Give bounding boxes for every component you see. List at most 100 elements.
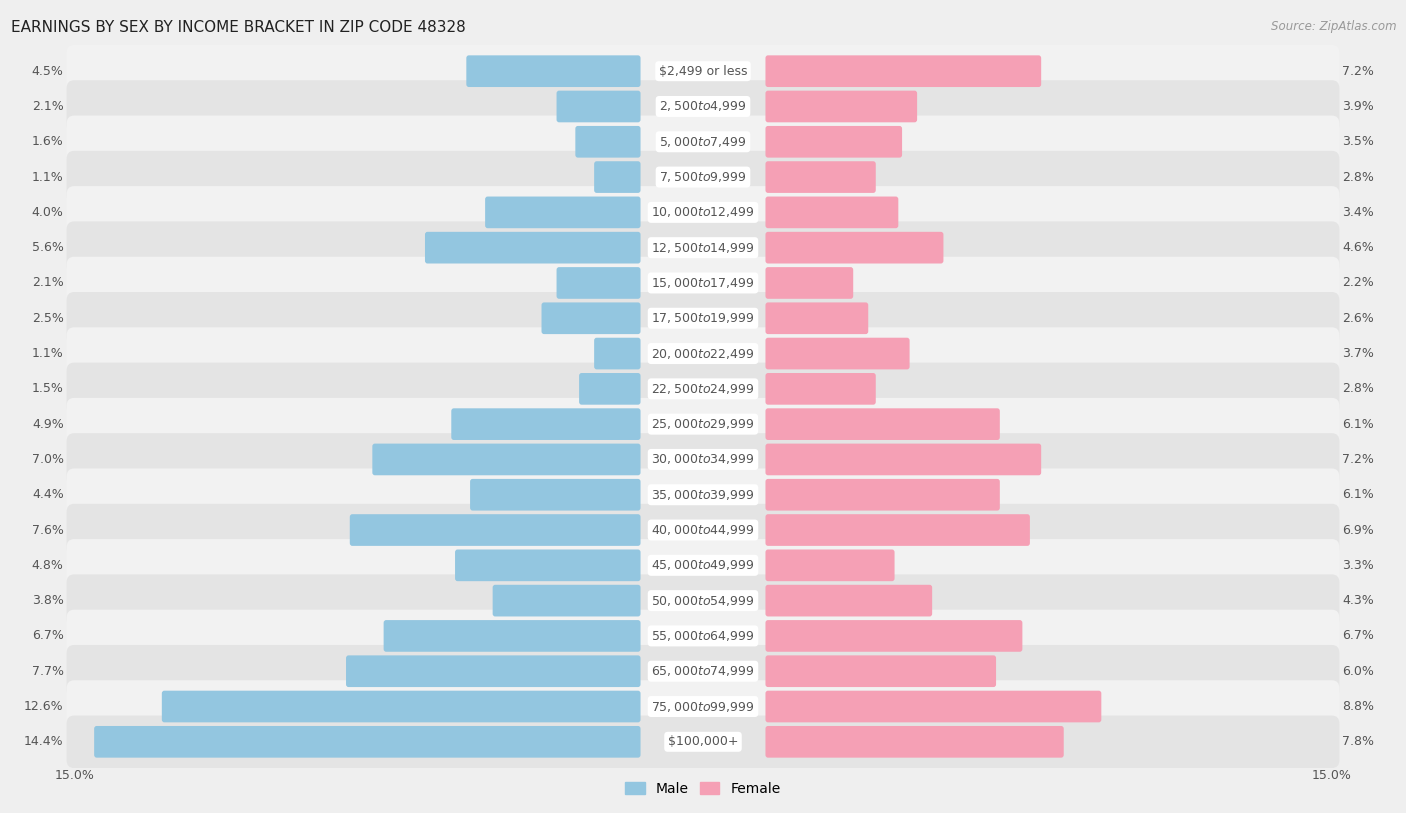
Text: 4.6%: 4.6% xyxy=(1343,241,1374,254)
Text: 2.8%: 2.8% xyxy=(1343,171,1374,184)
Text: 2.8%: 2.8% xyxy=(1343,382,1374,395)
Legend: Male, Female: Male, Female xyxy=(620,776,786,801)
FancyBboxPatch shape xyxy=(492,585,641,616)
FancyBboxPatch shape xyxy=(765,373,876,405)
FancyBboxPatch shape xyxy=(595,337,641,369)
FancyBboxPatch shape xyxy=(765,90,917,122)
Text: 1.1%: 1.1% xyxy=(32,171,63,184)
FancyBboxPatch shape xyxy=(66,645,1340,698)
Text: 3.4%: 3.4% xyxy=(1343,206,1374,219)
Text: 3.8%: 3.8% xyxy=(32,594,63,607)
FancyBboxPatch shape xyxy=(765,267,853,299)
Text: $20,000 to $22,499: $20,000 to $22,499 xyxy=(651,346,755,360)
FancyBboxPatch shape xyxy=(765,691,1101,723)
FancyBboxPatch shape xyxy=(765,55,1042,87)
Text: 6.9%: 6.9% xyxy=(1343,524,1374,537)
Text: 2.6%: 2.6% xyxy=(1343,311,1374,324)
Text: 4.3%: 4.3% xyxy=(1343,594,1374,607)
Text: $15,000 to $17,499: $15,000 to $17,499 xyxy=(651,276,755,290)
Text: EARNINGS BY SEX BY INCOME BRACKET IN ZIP CODE 48328: EARNINGS BY SEX BY INCOME BRACKET IN ZIP… xyxy=(11,20,465,35)
FancyBboxPatch shape xyxy=(765,337,910,369)
FancyBboxPatch shape xyxy=(66,433,1340,485)
FancyBboxPatch shape xyxy=(765,302,869,334)
FancyBboxPatch shape xyxy=(541,302,641,334)
Text: $50,000 to $54,999: $50,000 to $54,999 xyxy=(651,593,755,607)
FancyBboxPatch shape xyxy=(66,398,1340,450)
FancyBboxPatch shape xyxy=(350,514,641,546)
FancyBboxPatch shape xyxy=(765,444,1042,476)
Text: 5.6%: 5.6% xyxy=(32,241,63,254)
Text: 2.5%: 2.5% xyxy=(32,311,63,324)
Text: $2,499 or less: $2,499 or less xyxy=(659,65,747,78)
Text: 2.2%: 2.2% xyxy=(1343,276,1374,289)
Text: $22,500 to $24,999: $22,500 to $24,999 xyxy=(651,382,755,396)
FancyBboxPatch shape xyxy=(66,115,1340,168)
FancyBboxPatch shape xyxy=(467,55,641,87)
Text: $75,000 to $99,999: $75,000 to $99,999 xyxy=(651,699,755,714)
Text: 4.5%: 4.5% xyxy=(32,65,63,78)
FancyBboxPatch shape xyxy=(66,504,1340,556)
FancyBboxPatch shape xyxy=(579,373,641,405)
FancyBboxPatch shape xyxy=(384,620,641,652)
Text: 4.9%: 4.9% xyxy=(32,418,63,431)
Text: 6.7%: 6.7% xyxy=(32,629,63,642)
Text: 6.1%: 6.1% xyxy=(1343,489,1374,502)
FancyBboxPatch shape xyxy=(66,257,1340,309)
FancyBboxPatch shape xyxy=(485,197,641,228)
Text: 2.1%: 2.1% xyxy=(32,100,63,113)
FancyBboxPatch shape xyxy=(456,550,641,581)
Text: $17,500 to $19,999: $17,500 to $19,999 xyxy=(651,311,755,325)
Text: 12.6%: 12.6% xyxy=(24,700,63,713)
Text: 6.1%: 6.1% xyxy=(1343,418,1374,431)
FancyBboxPatch shape xyxy=(765,514,1031,546)
Text: $55,000 to $64,999: $55,000 to $64,999 xyxy=(651,629,755,643)
FancyBboxPatch shape xyxy=(765,126,903,158)
FancyBboxPatch shape xyxy=(66,574,1340,627)
Text: $35,000 to $39,999: $35,000 to $39,999 xyxy=(651,488,755,502)
FancyBboxPatch shape xyxy=(94,726,641,758)
Text: 7.8%: 7.8% xyxy=(1343,735,1375,748)
Text: $100,000+: $100,000+ xyxy=(668,735,738,748)
FancyBboxPatch shape xyxy=(66,468,1340,521)
FancyBboxPatch shape xyxy=(765,197,898,228)
FancyBboxPatch shape xyxy=(66,539,1340,592)
FancyBboxPatch shape xyxy=(346,655,641,687)
Text: $30,000 to $34,999: $30,000 to $34,999 xyxy=(651,453,755,467)
FancyBboxPatch shape xyxy=(66,186,1340,239)
FancyBboxPatch shape xyxy=(66,45,1340,98)
Text: 3.7%: 3.7% xyxy=(1343,347,1374,360)
FancyBboxPatch shape xyxy=(66,151,1340,203)
Text: 4.4%: 4.4% xyxy=(32,489,63,502)
Text: 7.2%: 7.2% xyxy=(1343,453,1374,466)
Text: $5,000 to $7,499: $5,000 to $7,499 xyxy=(659,135,747,149)
Text: 2.1%: 2.1% xyxy=(32,276,63,289)
Text: $45,000 to $49,999: $45,000 to $49,999 xyxy=(651,559,755,572)
FancyBboxPatch shape xyxy=(66,610,1340,662)
FancyBboxPatch shape xyxy=(66,80,1340,133)
Text: 6.0%: 6.0% xyxy=(1343,665,1374,678)
FancyBboxPatch shape xyxy=(765,161,876,193)
Text: 1.1%: 1.1% xyxy=(32,347,63,360)
Text: 3.9%: 3.9% xyxy=(1343,100,1374,113)
Text: $25,000 to $29,999: $25,000 to $29,999 xyxy=(651,417,755,431)
FancyBboxPatch shape xyxy=(765,408,1000,440)
Text: 3.5%: 3.5% xyxy=(1343,135,1374,148)
Text: $10,000 to $12,499: $10,000 to $12,499 xyxy=(651,206,755,220)
Text: $40,000 to $44,999: $40,000 to $44,999 xyxy=(651,523,755,537)
Text: 14.4%: 14.4% xyxy=(24,735,63,748)
Text: 7.7%: 7.7% xyxy=(31,665,63,678)
Text: 3.3%: 3.3% xyxy=(1343,559,1374,572)
FancyBboxPatch shape xyxy=(765,232,943,263)
Text: 7.6%: 7.6% xyxy=(32,524,63,537)
FancyBboxPatch shape xyxy=(575,126,641,158)
FancyBboxPatch shape xyxy=(66,221,1340,274)
Text: $7,500 to $9,999: $7,500 to $9,999 xyxy=(659,170,747,184)
FancyBboxPatch shape xyxy=(765,655,995,687)
Text: 15.0%: 15.0% xyxy=(55,769,94,782)
FancyBboxPatch shape xyxy=(66,715,1340,768)
FancyBboxPatch shape xyxy=(557,267,641,299)
FancyBboxPatch shape xyxy=(451,408,641,440)
Text: 4.0%: 4.0% xyxy=(32,206,63,219)
Text: Source: ZipAtlas.com: Source: ZipAtlas.com xyxy=(1271,20,1396,33)
Text: $12,500 to $14,999: $12,500 to $14,999 xyxy=(651,241,755,254)
